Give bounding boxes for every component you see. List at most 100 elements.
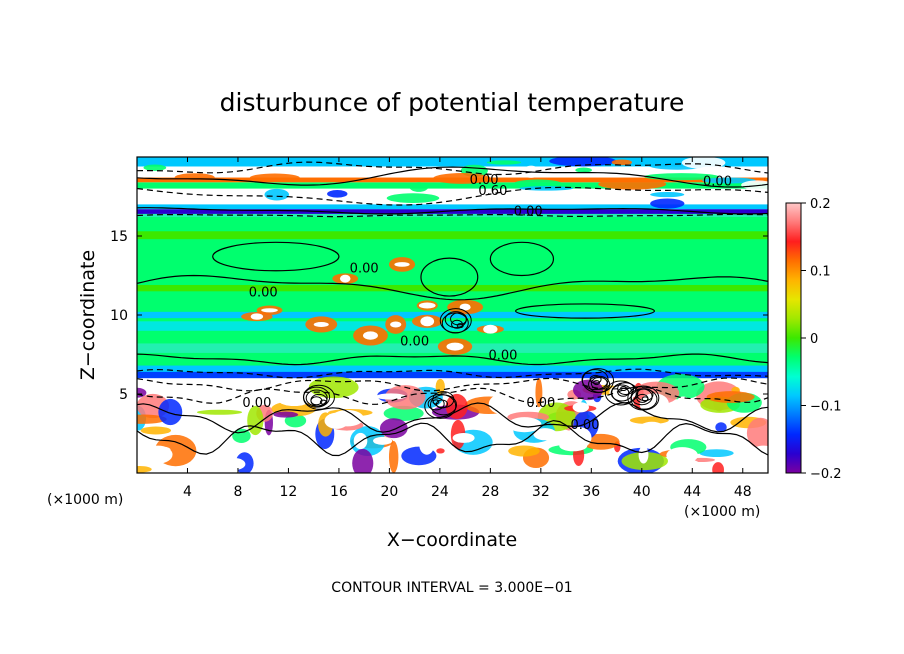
x-tick-label: 48 xyxy=(734,484,752,500)
field-blob xyxy=(559,440,588,452)
field-blob xyxy=(436,448,445,454)
x-axis-label: X−coordinate xyxy=(387,529,517,551)
field-blob xyxy=(379,418,408,439)
field-blob xyxy=(331,410,364,427)
field-blob xyxy=(706,391,755,403)
colorbar-tick-label: 0 xyxy=(810,332,818,347)
field-blob xyxy=(327,189,348,198)
field-blob xyxy=(313,322,329,327)
contour-line xyxy=(514,303,656,319)
field-blob xyxy=(373,436,393,445)
field-band xyxy=(137,231,768,240)
field-blob xyxy=(611,159,633,166)
temperature-field xyxy=(137,157,768,473)
contour-line xyxy=(627,385,660,411)
field-blob xyxy=(598,178,667,190)
contour-line xyxy=(427,397,445,411)
field-blob xyxy=(224,458,246,471)
x-axis-ticks: 4 8 12 16 20 24 28 32 36 40 44 48 xyxy=(183,157,752,500)
field-blob xyxy=(409,182,429,192)
x-tick-label: 16 xyxy=(330,484,348,500)
colorbar: 0.2 0.1 0 −0.1 −0.2 xyxy=(785,197,842,482)
contour-line xyxy=(604,380,637,406)
field-band xyxy=(137,284,768,292)
field-band xyxy=(137,209,768,214)
colorbar-tick-label: −0.2 xyxy=(810,467,842,482)
y-tick-label: 5 xyxy=(119,387,128,403)
contour-line xyxy=(137,207,768,215)
field-blob xyxy=(143,164,167,171)
x-tick-label: 4 xyxy=(183,484,192,500)
contour-line xyxy=(137,274,768,301)
contour-label: 0.60 xyxy=(478,184,507,199)
field-blob xyxy=(507,417,542,433)
field-blob xyxy=(746,417,768,449)
field-blob xyxy=(636,421,668,442)
contour-label: 0.00 xyxy=(514,205,543,220)
field-blob xyxy=(383,405,424,421)
field-band xyxy=(137,182,768,189)
contour-line xyxy=(137,419,768,457)
field-blob xyxy=(158,398,183,426)
contour-line xyxy=(630,388,658,410)
field-blob xyxy=(174,173,215,182)
contour-line xyxy=(212,241,340,272)
contour-line xyxy=(589,374,602,384)
field-blob xyxy=(712,462,725,473)
x-tick-label: 28 xyxy=(481,484,499,500)
contour-line xyxy=(137,213,768,218)
x-tick-label: 32 xyxy=(532,484,550,500)
field-blob xyxy=(452,432,475,443)
x-tick-label: 8 xyxy=(233,484,242,500)
y-tick-label: 15 xyxy=(110,229,128,245)
field-blob xyxy=(681,157,726,169)
contour-line xyxy=(420,257,479,297)
field-band xyxy=(137,368,768,379)
contour-line xyxy=(302,384,335,410)
x-tick-label: 44 xyxy=(683,484,701,500)
contour-line xyxy=(305,389,328,407)
x-tick-label: 24 xyxy=(431,484,449,500)
field-blob xyxy=(140,426,172,435)
contour-label: 0.00 xyxy=(400,334,429,349)
field-blob xyxy=(212,454,221,473)
field-blob xyxy=(418,302,436,309)
field-blob xyxy=(508,445,540,457)
field-blob xyxy=(278,394,310,407)
contour-line xyxy=(137,353,768,366)
contour-line xyxy=(444,311,467,329)
plot-area: 0.000.000.000.600.000.000.000.000.00 0.00… xyxy=(110,156,769,500)
field-blob xyxy=(196,409,243,415)
field-blob xyxy=(535,378,543,408)
contour-label: 0.00 xyxy=(470,173,499,188)
field-blob xyxy=(394,262,410,267)
colorbar-tick-label: 0.2 xyxy=(810,197,831,212)
field-blob xyxy=(644,173,719,181)
contour-label: 0.00 xyxy=(571,418,600,433)
field-blob xyxy=(676,396,691,412)
field-blob xyxy=(750,445,768,459)
contour-line xyxy=(137,368,768,379)
field-blob xyxy=(433,173,491,184)
contour-line xyxy=(137,377,768,392)
field-blob xyxy=(741,180,768,190)
contour-line xyxy=(137,186,768,206)
contour-label: 0.00 xyxy=(242,396,271,411)
contour-label: 0.00 xyxy=(489,349,518,364)
field-blob xyxy=(459,303,471,311)
field-blob xyxy=(311,157,330,163)
field-blob xyxy=(375,393,407,400)
field-blob xyxy=(415,428,439,447)
field-band xyxy=(137,365,768,372)
contour-label: 0.00 xyxy=(703,175,732,190)
field-blob xyxy=(137,466,152,473)
contour-line xyxy=(617,387,630,397)
field-blob xyxy=(490,451,505,460)
x-tick-label: 20 xyxy=(380,484,398,500)
contour-line xyxy=(582,368,615,394)
x-tick-label: 36 xyxy=(582,484,600,500)
field-blob xyxy=(699,449,734,458)
field-blob xyxy=(715,422,727,433)
x-axis-unit: (×1000 m) xyxy=(684,504,760,520)
